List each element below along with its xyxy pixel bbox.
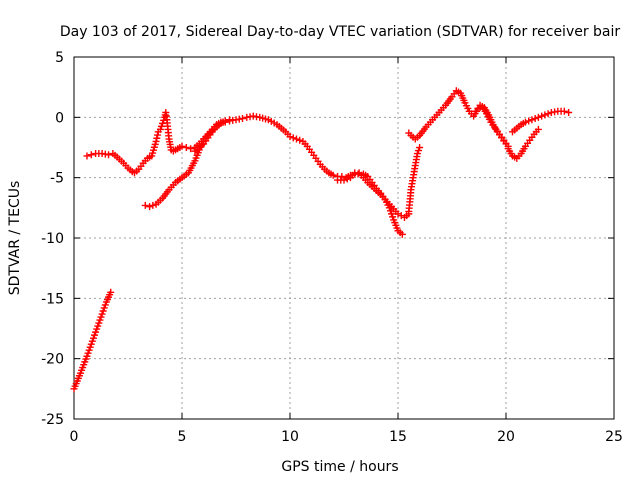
data-point <box>398 230 406 238</box>
data-point <box>343 175 351 183</box>
data-point <box>351 169 359 177</box>
data-point <box>141 201 149 209</box>
data-point <box>289 134 297 142</box>
data-point <box>149 201 157 209</box>
data-point <box>528 116 536 124</box>
data-point <box>182 144 190 151</box>
data-point <box>83 152 91 160</box>
y-tick-label: 5 <box>55 50 64 66</box>
data-point <box>329 171 337 179</box>
data-point <box>521 118 529 126</box>
data-point <box>87 151 95 159</box>
data-point <box>560 107 568 115</box>
data-point <box>187 145 195 153</box>
data-point <box>154 131 162 139</box>
data-point <box>541 111 549 119</box>
data-points <box>70 87 573 393</box>
axis-ticks: 0 5 10 15 20 25 -25 -20 -15 -10 -5 0 5 <box>41 50 623 445</box>
data-point <box>296 136 304 144</box>
data-point <box>238 115 246 123</box>
data-point <box>153 134 161 142</box>
data-point <box>534 113 542 121</box>
data-point <box>354 170 362 178</box>
data-point <box>107 288 115 296</box>
y-tick-label: -5 <box>50 171 64 187</box>
data-point <box>416 144 424 151</box>
y-tick-label: -20 <box>41 352 64 368</box>
y-tick-label: -25 <box>41 412 64 428</box>
data-point <box>152 137 160 145</box>
data-point <box>178 142 186 150</box>
data-point <box>146 203 154 211</box>
data-point <box>538 112 546 120</box>
data-point <box>226 116 234 124</box>
grid-lines <box>74 57 614 419</box>
data-point <box>221 117 229 125</box>
data-point <box>544 110 552 118</box>
data-point <box>292 135 300 143</box>
x-tick-label: 5 <box>178 429 187 445</box>
data-point <box>531 115 539 123</box>
data-point <box>338 172 346 180</box>
data-point <box>105 151 113 159</box>
x-tick-label: 20 <box>497 429 515 445</box>
x-tick-label: 0 <box>70 429 79 445</box>
data-point <box>525 117 533 125</box>
y-tick-label: -10 <box>41 231 64 247</box>
x-tick-label: 10 <box>281 429 299 445</box>
data-point <box>565 109 573 117</box>
data-point <box>502 140 510 148</box>
x-tick-label: 25 <box>605 429 623 445</box>
chart-title: Day 103 of 2017, Sidereal Day-to-day VTE… <box>60 24 621 40</box>
y-tick-label: -15 <box>41 291 64 307</box>
x-axis-label: GPS time / hours <box>281 459 398 475</box>
data-point <box>340 176 348 184</box>
y-tick-label: 0 <box>55 110 64 126</box>
data-point <box>286 133 294 141</box>
x-tick-label: 15 <box>389 429 407 445</box>
data-point <box>534 125 542 133</box>
y-axis-label: SDTVAR / TECUs <box>7 181 23 296</box>
